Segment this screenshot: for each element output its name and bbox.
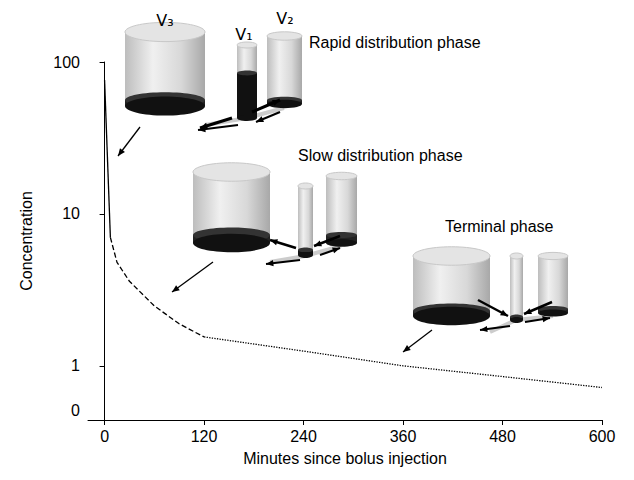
svg-text:240: 240 — [290, 428, 317, 445]
svg-text:0: 0 — [100, 428, 109, 445]
svg-text:600: 600 — [589, 428, 616, 445]
svg-text:120: 120 — [191, 428, 218, 445]
svg-text:480: 480 — [489, 428, 516, 445]
svg-text:10: 10 — [62, 205, 80, 222]
svg-text:Concentration: Concentration — [18, 191, 35, 291]
svg-text:100: 100 — [53, 54, 80, 71]
svg-text:0: 0 — [71, 402, 80, 419]
svg-text:Terminal phase: Terminal phase — [445, 218, 554, 235]
svg-text:Minutes since bolus injection: Minutes since bolus injection — [243, 450, 447, 467]
svg-text:Slow distribution phase: Slow distribution phase — [298, 147, 463, 164]
svg-text:V₂: V₂ — [276, 9, 293, 28]
svg-text:360: 360 — [390, 428, 417, 445]
svg-text:V₁: V₁ — [235, 25, 252, 44]
svg-text:V₃: V₃ — [156, 11, 173, 30]
svg-text:1: 1 — [71, 357, 80, 374]
svg-text:Rapid distribution phase: Rapid distribution phase — [309, 34, 481, 51]
